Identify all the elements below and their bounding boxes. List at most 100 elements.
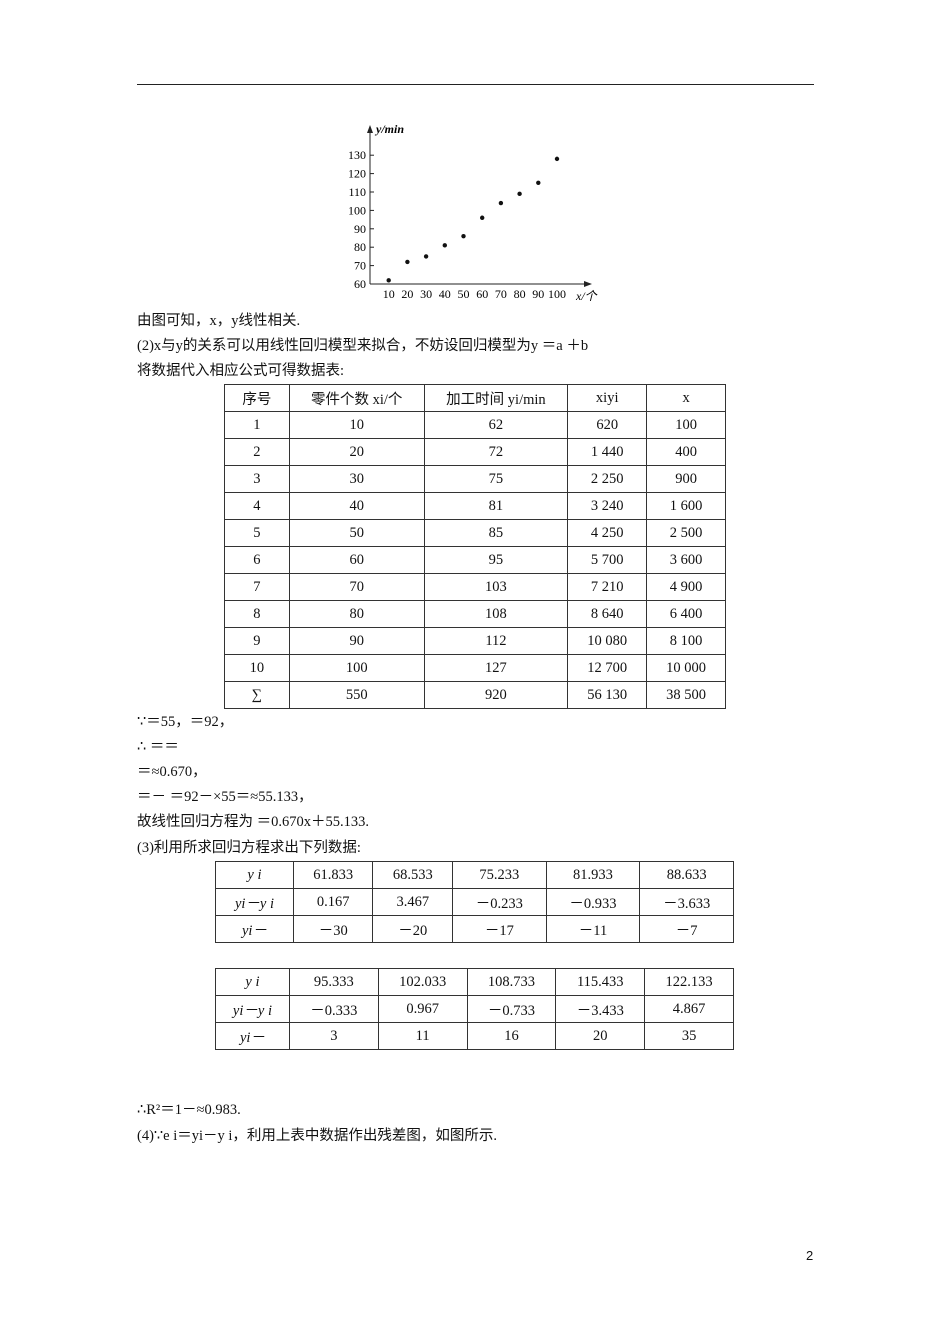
table-cell: 6 <box>224 546 290 574</box>
table-cell: 85 <box>423 519 569 547</box>
x-tick-label: 20 <box>401 287 413 301</box>
table-cell: 75.233 <box>452 861 547 889</box>
table-cell: 122.133 <box>644 968 734 996</box>
table-cell: 620 <box>567 411 648 439</box>
table-cell: 70 <box>288 573 425 601</box>
table-cell: 20 <box>288 438 425 466</box>
table-cell: －30 <box>292 915 374 943</box>
table-cell: 2 250 <box>567 465 648 493</box>
table-cell: 62 <box>423 411 569 439</box>
table-cell: 11 <box>377 1022 468 1050</box>
table-cell: 50 <box>288 519 425 547</box>
table-cell: 60 <box>288 546 425 574</box>
text-line: (2)x与y的关系可以用线性回归模型来拟合，不妨设回归模型为y ＝a ＋b <box>137 338 589 354</box>
table-cell: 2 500 <box>646 519 726 547</box>
x-tick-label: 70 <box>495 287 507 301</box>
table-cell: yi－ <box>215 1022 290 1050</box>
table-row: 2 20 72 1 440 400 <box>224 438 726 466</box>
table-cell: －0.333 <box>288 995 379 1023</box>
table-cell: 61.833 <box>292 861 374 889</box>
table-cell: －0.733 <box>466 995 557 1023</box>
table-cell: 1 600 <box>646 492 726 520</box>
data-table: 序号 零件个数 xi/个 加工时间 yi/min xiyi x 1 10 62 620 100 2 2… <box>224 384 726 709</box>
text-line: 由图可知，x，y线性相关. <box>137 313 301 329</box>
table-cell: x <box>646 384 726 412</box>
table-row: yi－y i －0.333 0.967 －0.733 －3.433 4.867 <box>215 995 734 1023</box>
y-tick-label: 60 <box>354 277 366 291</box>
data-point <box>554 156 560 162</box>
table-row: 3 30 75 2 250 900 <box>224 465 726 493</box>
table-cell: 4 900 <box>646 573 726 601</box>
x-tick-label: 10 <box>383 287 395 301</box>
text-line: (3)利用所求回归方程求出下列数据: <box>137 840 361 856</box>
text-line: ＝－ ＝92－×55＝≈55.133， <box>137 789 313 805</box>
text-line: ＝≈0.670， <box>137 764 207 780</box>
table-cell: 16 <box>466 1022 557 1050</box>
table-cell: 1 <box>224 411 290 439</box>
table-cell: 7 <box>224 573 290 601</box>
table-row: 10 100 127 12 700 10 000 <box>224 654 726 682</box>
table-cell: 0.167 <box>292 888 374 916</box>
table-row: 4 40 81 3 240 1 600 <box>224 492 726 520</box>
residual-table-2: y i 95.333 102.033 108.733 115.433 122.133 yi－… <box>215 968 734 1050</box>
data-point <box>517 191 522 197</box>
table-cell: 9 <box>224 627 290 655</box>
x-tick-label: 100 <box>548 287 566 301</box>
table-cell: 10 <box>288 411 425 439</box>
table-cell: －3.433 <box>555 995 646 1023</box>
y-tick-label: 110 <box>348 185 366 199</box>
table-cell: 10 080 <box>567 627 648 655</box>
y-axis-label: y/min <box>374 122 404 136</box>
text-line: 将数据代入相应公式可得数据表: <box>137 363 345 379</box>
table-cell: 10 000 <box>646 654 726 682</box>
data-point <box>423 254 429 259</box>
x-axis-arrow <box>584 281 592 287</box>
data-point <box>480 215 485 220</box>
data-point <box>386 278 391 283</box>
table-cell: 加工时间 yi/min <box>423 384 569 412</box>
table-cell: 103 <box>423 573 569 601</box>
data-point <box>498 200 504 206</box>
table-cell: 95.333 <box>288 968 379 996</box>
x-tick-label: 80 <box>514 287 526 301</box>
x-tick-label: 90 <box>532 287 544 301</box>
table-row: 7 70 103 7 210 4 900 <box>224 573 726 601</box>
table-row: 1 10 62 620 100 <box>224 411 726 439</box>
table-cell: 2 <box>224 438 290 466</box>
table-cell: 3.467 <box>372 888 454 916</box>
table-cell: 81 <box>423 492 569 520</box>
table-cell: －20 <box>372 915 454 943</box>
x-axis-label: x/个 <box>575 289 598 303</box>
table-cell: 12 700 <box>567 654 648 682</box>
x-tick-label: 60 <box>476 287 488 301</box>
table-cell: －7 <box>639 915 734 943</box>
text-line: (4)∵e i＝yi－y i，利用上表中数据作出残差图，如图所示. <box>137 1128 498 1144</box>
y-tick-label: 100 <box>348 203 366 217</box>
x-tick-label: 50 <box>458 287 470 301</box>
table-cell: 30 <box>288 465 425 493</box>
table-cell: 127 <box>423 654 569 682</box>
table-row: 序号 零件个数 xi/个 加工时间 yi/min xiyi x <box>224 384 726 412</box>
text-line: 故线性回归方程为 ＝0.670x＋55.133. <box>137 814 369 830</box>
table-cell: 90 <box>288 627 425 655</box>
table-cell: xiyi <box>567 384 648 412</box>
table-cell: 75 <box>423 465 569 493</box>
table-cell: 8 <box>224 600 290 628</box>
table-cell: 80 <box>288 600 425 628</box>
text-line: ∴ ＝＝ <box>137 739 179 755</box>
table-cell: ∑ <box>224 681 290 709</box>
table-cell: 900 <box>646 465 726 493</box>
table-cell: －0.933 <box>545 888 641 916</box>
table-cell: 6 400 <box>646 600 726 628</box>
table-cell: －17 <box>452 915 547 943</box>
table-cell: 112 <box>423 627 569 655</box>
y-tick-label: 80 <box>354 240 366 254</box>
table-row: 6 60 95 5 700 3 600 <box>224 546 726 574</box>
table-cell: 81.933 <box>545 861 641 889</box>
page-number: 2 <box>806 1248 814 1263</box>
text-line: ∴R²＝1－≈0.983. <box>137 1102 241 1118</box>
x-tick-label: 40 <box>439 287 451 301</box>
table-cell: 100 <box>646 411 726 439</box>
table-row: 5 50 85 4 250 2 500 <box>224 519 726 547</box>
